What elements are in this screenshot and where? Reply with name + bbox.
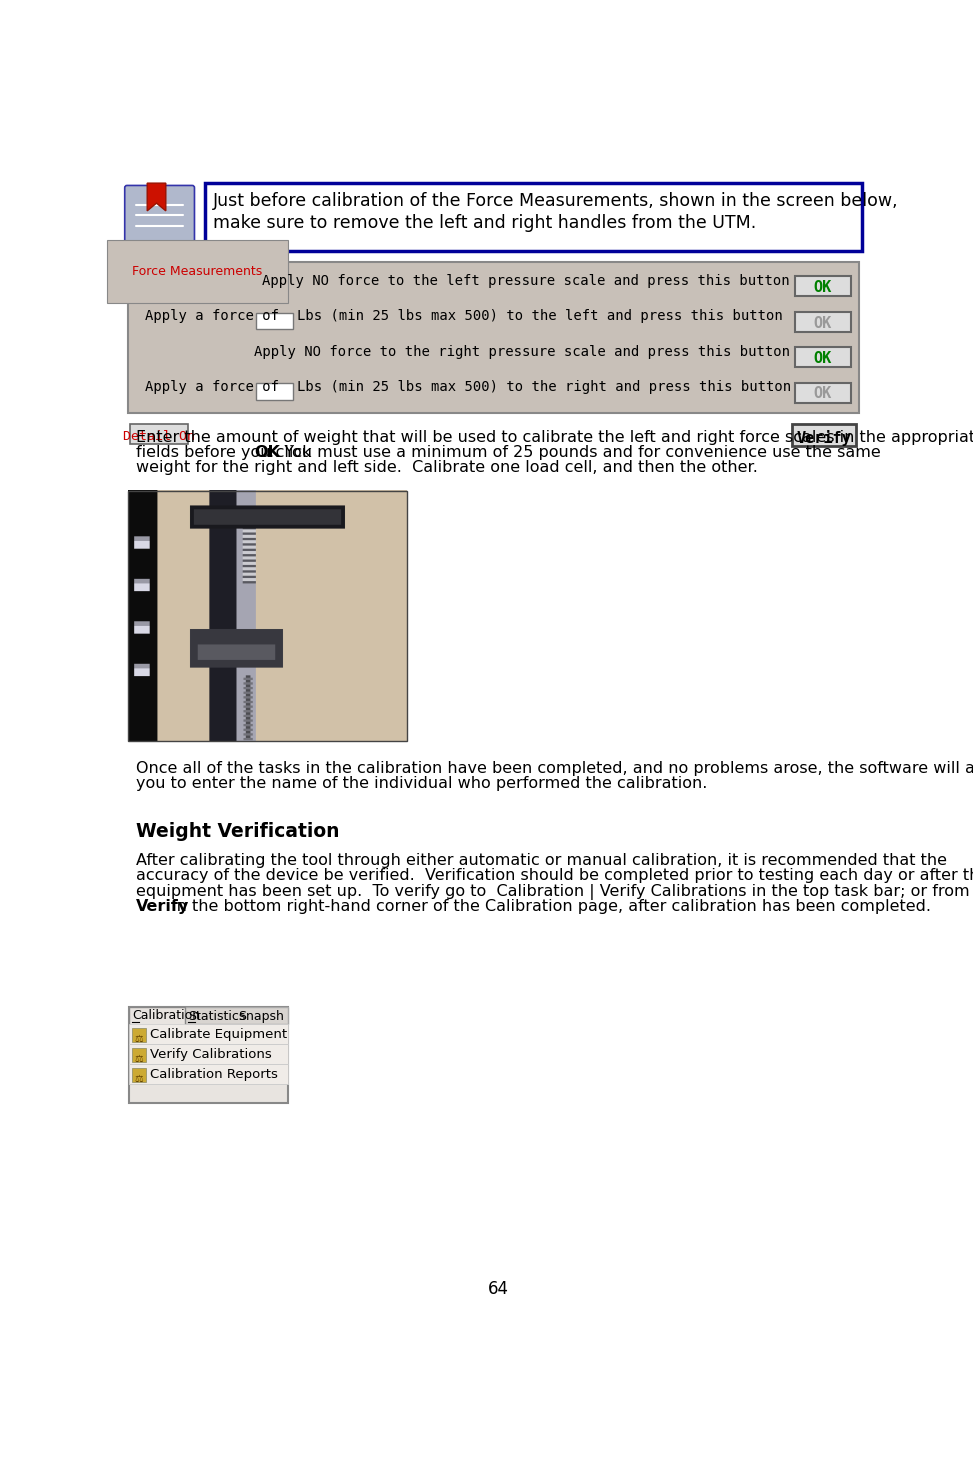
Text: Just before calibration of the Force Measurements, shown in the screen below,: Just before calibration of the Force Mea… [213, 193, 899, 211]
FancyBboxPatch shape [127, 262, 859, 412]
Text: OK: OK [813, 386, 832, 402]
Text: make sure to remove the left and right handles from the UTM.: make sure to remove the left and right h… [213, 213, 756, 232]
Text: ⚖: ⚖ [134, 1034, 143, 1044]
Text: Calibration Reports: Calibration Reports [150, 1067, 277, 1080]
FancyBboxPatch shape [205, 183, 862, 251]
Text: Calibration: Calibration [132, 1009, 200, 1022]
Bar [131, 1048, 146, 1061]
FancyBboxPatch shape [125, 186, 195, 254]
Text: OK: OK [255, 444, 280, 461]
Text: ⚖: ⚖ [134, 1075, 143, 1083]
FancyBboxPatch shape [256, 383, 293, 401]
FancyBboxPatch shape [795, 346, 851, 367]
Text: Verify: Verify [796, 430, 851, 446]
Text: equipment has been set up.  To verify go to  Calibration | Verify Calibrations i: equipment has been set up. To verify go … [135, 885, 969, 899]
Text: Detail On: Detail On [123, 430, 195, 443]
FancyBboxPatch shape [795, 311, 851, 332]
Text: Statistics: Statistics [188, 1010, 245, 1023]
Text: Calibrate Equipment: Calibrate Equipment [150, 1028, 287, 1041]
FancyBboxPatch shape [792, 424, 855, 446]
FancyBboxPatch shape [129, 1007, 288, 1023]
Text: in the bottom right-hand corner of the Calibration page, after calibration has b: in the bottom right-hand corner of the C… [166, 899, 930, 914]
FancyBboxPatch shape [795, 276, 851, 297]
Text: Apply a force of: Apply a force of [145, 310, 279, 323]
Bar [129, 1044, 288, 1064]
Text: accuracy of the device be verified.  Verification should be completed prior to t: accuracy of the device be verified. Veri… [135, 868, 973, 883]
Text: OK: OK [813, 316, 832, 330]
Bar [131, 1028, 146, 1042]
FancyBboxPatch shape [129, 1007, 288, 1104]
Text: Verify Calibrations: Verify Calibrations [150, 1048, 271, 1061]
Text: Lbs (min 25 lbs max 500) to the right and press this button: Lbs (min 25 lbs max 500) to the right an… [297, 380, 791, 395]
Bar [129, 1023, 288, 1044]
Text: Snapsh: Snapsh [237, 1010, 284, 1023]
FancyBboxPatch shape [256, 313, 293, 329]
Text: weight for the right and left side.  Calibrate one load cell, and then the other: weight for the right and left side. Cali… [135, 461, 757, 475]
Bar [129, 1064, 288, 1083]
Text: After calibrating the tool through either automatic or manual calibration, it is: After calibrating the tool through eithe… [135, 852, 947, 868]
Text: .  You must use a minimum of 25 pounds and for convenience use the same: . You must use a minimum of 25 pounds an… [269, 444, 881, 461]
Text: Apply NO force to the left pressure scale and press this button: Apply NO force to the left pressure scal… [262, 273, 790, 288]
Text: OK: OK [813, 281, 832, 295]
Text: OK: OK [813, 351, 832, 366]
Text: ⚖: ⚖ [134, 1054, 143, 1064]
FancyBboxPatch shape [130, 424, 188, 444]
Text: 64: 64 [487, 1281, 509, 1298]
Text: fields before you click: fields before you click [135, 444, 316, 461]
Text: Once all of the tasks in the calibration have been completed, and no problems ar: Once all of the tasks in the calibration… [135, 760, 973, 776]
Text: Lbs (min 25 lbs max 500) to the left and press this button: Lbs (min 25 lbs max 500) to the left and… [297, 310, 782, 323]
Bar [131, 1067, 146, 1082]
Text: Verify: Verify [135, 899, 189, 914]
FancyBboxPatch shape [795, 383, 851, 402]
Text: Weight Verification: Weight Verification [135, 822, 339, 841]
Text: Enter the amount of weight that will be used to calibrate the left and right for: Enter the amount of weight that will be … [135, 430, 973, 444]
Text: you to enter the name of the individual who performed the calibration.: you to enter the name of the individual … [135, 776, 707, 791]
Text: Force Measurements: Force Measurements [132, 265, 263, 278]
Text: Apply NO force to the right pressure scale and press this button: Apply NO force to the right pressure sca… [254, 345, 790, 358]
Text: Apply a force of: Apply a force of [145, 380, 279, 395]
Polygon shape [147, 183, 165, 211]
FancyBboxPatch shape [129, 1007, 185, 1025]
